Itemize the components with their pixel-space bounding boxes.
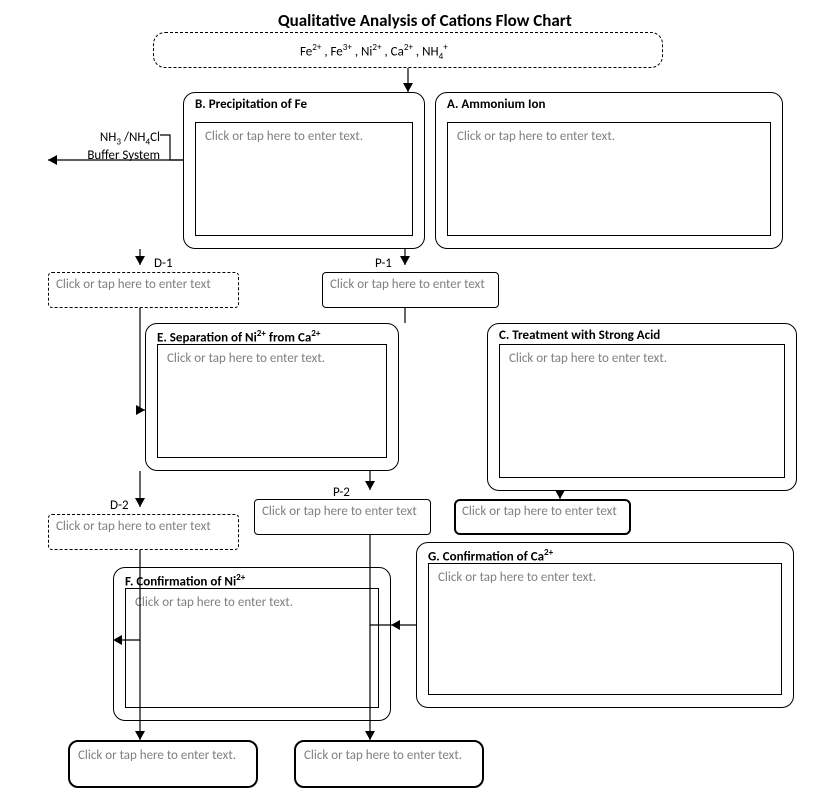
box-e-title: E. Separation of Ni2+ from Ca2+ <box>157 328 320 345</box>
box-g-title: G. Confirmation of Ca2+ <box>428 547 553 564</box>
cation-list: Fe2+ , Fe3+ , Ni2+ , Ca2+ , NH4+ <box>300 42 448 62</box>
tag-d2: D-2 <box>110 498 129 513</box>
tag-p2: P-2 <box>333 485 350 500</box>
output-2-placeholder: Click or tap here to enter text. <box>304 748 474 763</box>
box-f-placeholder: Click or tap here to enter text. <box>135 595 293 610</box>
tag-d1: D-1 <box>154 256 173 271</box>
buffer-system-label: NH3 /NH4ClBuffer System <box>50 130 160 163</box>
box-b-placeholder: Click or tap here to enter text. <box>205 129 363 144</box>
box-f-title: F. Confirmation of Ni2+ <box>125 572 245 589</box>
tag-p1: P-1 <box>375 256 392 271</box>
output-1-placeholder: Click or tap here to enter text. <box>78 748 248 763</box>
box-d2-placeholder: Click or tap here to enter text <box>56 519 231 534</box>
box-p2-placeholder: Click or tap here to enter text <box>262 504 423 519</box>
box-c-title: C. Treatment with Strong Acid <box>499 328 660 343</box>
box-c-output-placeholder: Click or tap here to enter text <box>462 504 623 519</box>
page-title: Qualitative Analysis of Cations Flow Cha… <box>278 10 572 31</box>
box-a-title: A. Ammonium Ion <box>447 97 546 112</box>
box-g-placeholder: Click or tap here to enter text. <box>438 570 596 585</box>
box-e-placeholder: Click or tap here to enter text. <box>167 351 325 366</box>
box-a-placeholder: Click or tap here to enter text. <box>457 129 615 144</box>
box-p1-placeholder: Click or tap here to enter text <box>330 277 491 292</box>
box-b-title: B. Precipitation of Fe <box>195 97 307 112</box>
box-d1-placeholder: Click or tap here to enter text <box>56 277 231 292</box>
box-c-placeholder: Click or tap here to enter text. <box>509 351 667 366</box>
